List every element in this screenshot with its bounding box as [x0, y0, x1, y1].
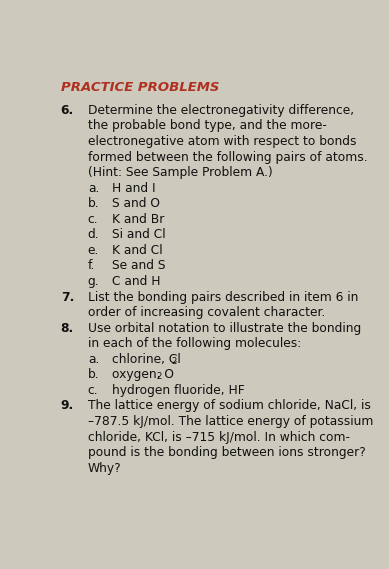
Text: b.: b. — [88, 368, 100, 381]
Text: hydrogen fluoride, HF: hydrogen fluoride, HF — [112, 384, 245, 397]
Text: a.: a. — [88, 353, 99, 366]
Text: d.: d. — [88, 228, 100, 241]
Text: (Hint: See Sample Problem A.): (Hint: See Sample Problem A.) — [88, 166, 273, 179]
Text: 8.: 8. — [61, 321, 74, 335]
Text: C and H: C and H — [112, 275, 160, 288]
Text: 9.: 9. — [61, 399, 74, 413]
Text: K and Cl: K and Cl — [112, 244, 163, 257]
Text: c.: c. — [88, 213, 98, 226]
Text: electronegative atom with respect to bonds: electronegative atom with respect to bon… — [88, 135, 356, 148]
Text: chlorine, Cl: chlorine, Cl — [112, 353, 180, 366]
Text: Use orbital notation to illustrate the bonding: Use orbital notation to illustrate the b… — [88, 321, 361, 335]
Text: 6.: 6. — [61, 104, 74, 117]
Text: in each of the following molecules:: in each of the following molecules: — [88, 337, 301, 350]
Text: g.: g. — [88, 275, 100, 288]
Text: e.: e. — [88, 244, 99, 257]
Text: b.: b. — [88, 197, 100, 210]
Text: List the bonding pairs described in item 6 in: List the bonding pairs described in item… — [88, 291, 358, 303]
Text: formed between the following pairs of atoms.: formed between the following pairs of at… — [88, 151, 368, 163]
Text: Si and Cl: Si and Cl — [112, 228, 166, 241]
Text: –787.5 kJ/mol. The lattice energy of potassium: –787.5 kJ/mol. The lattice energy of pot… — [88, 415, 373, 428]
Text: H and I: H and I — [112, 182, 156, 195]
Text: 7.: 7. — [61, 291, 74, 303]
Text: f.: f. — [88, 259, 95, 273]
Text: K and Br: K and Br — [112, 213, 164, 226]
Text: S and O: S and O — [112, 197, 160, 210]
Text: Determine the electronegativity difference,: Determine the electronegativity differen… — [88, 104, 354, 117]
Text: oxygen, O: oxygen, O — [112, 368, 174, 381]
Text: chloride, KCl, is –715 kJ/mol. In which com-: chloride, KCl, is –715 kJ/mol. In which … — [88, 431, 350, 443]
Text: 2: 2 — [171, 357, 177, 366]
Text: Why?: Why? — [88, 461, 121, 475]
Text: Se and S: Se and S — [112, 259, 165, 273]
Text: pound is the bonding between ions stronger?: pound is the bonding between ions strong… — [88, 446, 366, 459]
Text: order of increasing covalent character.: order of increasing covalent character. — [88, 306, 325, 319]
Text: The lattice energy of sodium chloride, NaCl, is: The lattice energy of sodium chloride, N… — [88, 399, 371, 413]
Text: PRACTICE PROBLEMS: PRACTICE PROBLEMS — [61, 81, 219, 93]
Text: c.: c. — [88, 384, 98, 397]
Text: the probable bond type, and the more-: the probable bond type, and the more- — [88, 119, 327, 133]
Text: a.: a. — [88, 182, 99, 195]
Text: 2: 2 — [156, 372, 162, 381]
